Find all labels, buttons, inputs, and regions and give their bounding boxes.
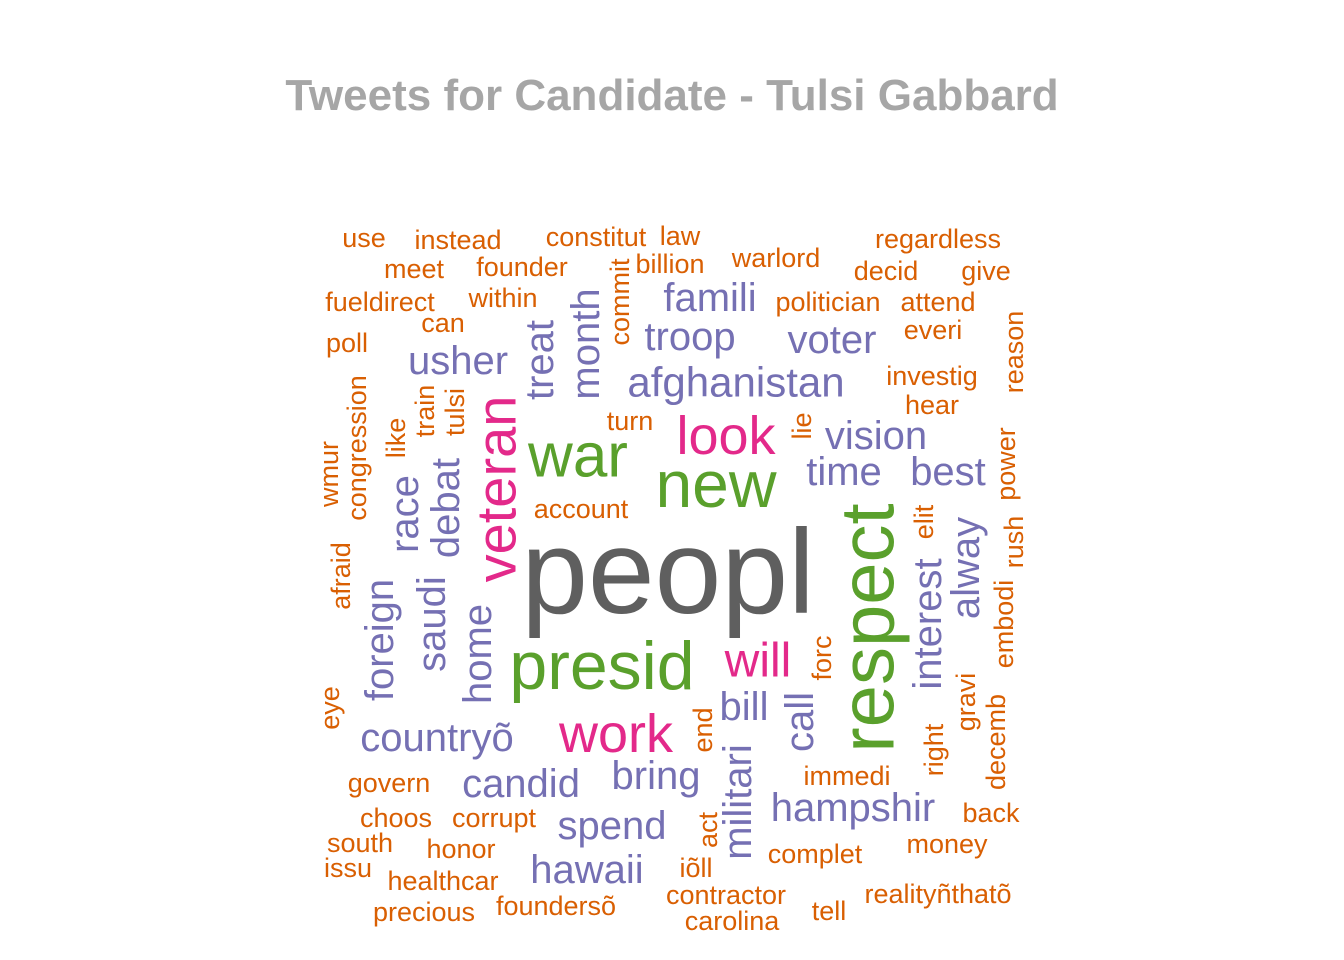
word-49: attend [900,287,975,317]
word-65: precious [373,897,475,927]
word-22: hawaii [530,848,643,892]
word-72: realityñthatõ [864,879,1011,909]
word-61: south [327,828,393,858]
word-89: eye [315,686,345,730]
word-31: saudi [410,576,454,672]
word-6: look [676,406,776,466]
word-71: tell [812,896,847,926]
word-93: gravi [951,673,981,732]
word-58: govern [348,768,431,798]
word-85: rush [999,516,1029,569]
word-37: constitut [546,222,647,252]
word-8: will [724,635,792,688]
word-11: countryõ [360,716,513,760]
word-83: power [991,427,1021,501]
word-92: right [919,723,949,776]
word-19: candid [462,762,580,806]
word-14: voter [788,318,877,362]
word-17: time [806,450,882,494]
word-12: famili [663,276,756,320]
word-39: regardless [875,224,1001,254]
word-48: politician [775,287,880,317]
word-1: presid [509,628,694,704]
word-5: veteran [465,396,528,583]
word-38: law [660,221,701,251]
word-47: within [467,283,537,313]
word-30: home [456,604,500,704]
word-23: bill [720,685,769,729]
word-51: everi [904,315,963,345]
word-73: money [906,829,988,859]
word-50: can [421,308,465,338]
word-42: billion [635,249,704,279]
word-21: spend [558,804,667,848]
word-64: healthcar [387,866,498,896]
word-75: commit [605,258,635,345]
word-74: back [962,798,1020,828]
word-66: foundersõ [496,891,616,921]
word-13: troop [644,315,735,359]
word-24: militari [716,744,760,860]
word-68: complet [768,839,863,869]
word-7: work [558,704,674,764]
word-80: train [410,385,440,438]
word-15: usher [408,339,508,383]
word-45: give [961,256,1011,286]
word-25: call [778,692,822,752]
word-88: forc [807,635,837,680]
word-28: treat [518,320,562,400]
word-53: investig [886,361,978,391]
word-69: contractor [666,880,786,910]
word-78: wmur [314,441,344,508]
word-40: meet [384,254,445,284]
chart-title: Tweets for Candidate - Tulsi Gabbard [285,71,1059,120]
word-91: act [693,811,723,848]
word-34: foreign [358,579,402,701]
word-94: decemb [981,694,1011,790]
word-54: hear [905,390,959,420]
word-70: carolina [685,906,781,936]
word-36: instead [414,225,501,255]
word-26: interest [906,558,950,689]
word-0: peopl [521,505,815,639]
word-2: respect [826,503,911,752]
word-3: new [655,447,776,521]
word-43: warlord [731,243,821,273]
word-10: hampshir [771,786,936,830]
word-81: tulsi [440,388,470,436]
word-67: iõll [679,853,712,883]
word-33: race [383,475,427,553]
word-29: month [564,288,608,399]
word-77: congression [342,375,372,521]
word-18: best [910,450,986,494]
word-90: end [688,707,718,752]
word-4: war [527,422,628,491]
word-59: choos [360,803,432,833]
word-9: afghanistan [627,359,844,406]
word-84: elit [909,504,939,539]
word-20: bring [612,754,701,798]
word-32: debat [424,458,468,558]
word-56: account [534,494,629,524]
word-79: like [381,418,411,459]
word-52: poll [326,328,368,358]
word-35: use [342,223,386,253]
word-60: corrupt [452,803,537,833]
word-55: turn [607,406,654,436]
word-87: embodi [989,580,1019,669]
word-46: fueldirect [325,287,435,317]
word-57: immedi [803,761,890,791]
word-44: decid [854,256,919,286]
word-41: founder [476,252,568,282]
word-62: honor [426,834,495,864]
word-86: afraid [326,542,356,610]
word-16: vision [825,414,927,458]
word-63: issu [324,853,372,883]
word-27: alway [944,517,988,619]
word-82: lie [787,412,817,439]
word-76: reason [999,311,1029,394]
